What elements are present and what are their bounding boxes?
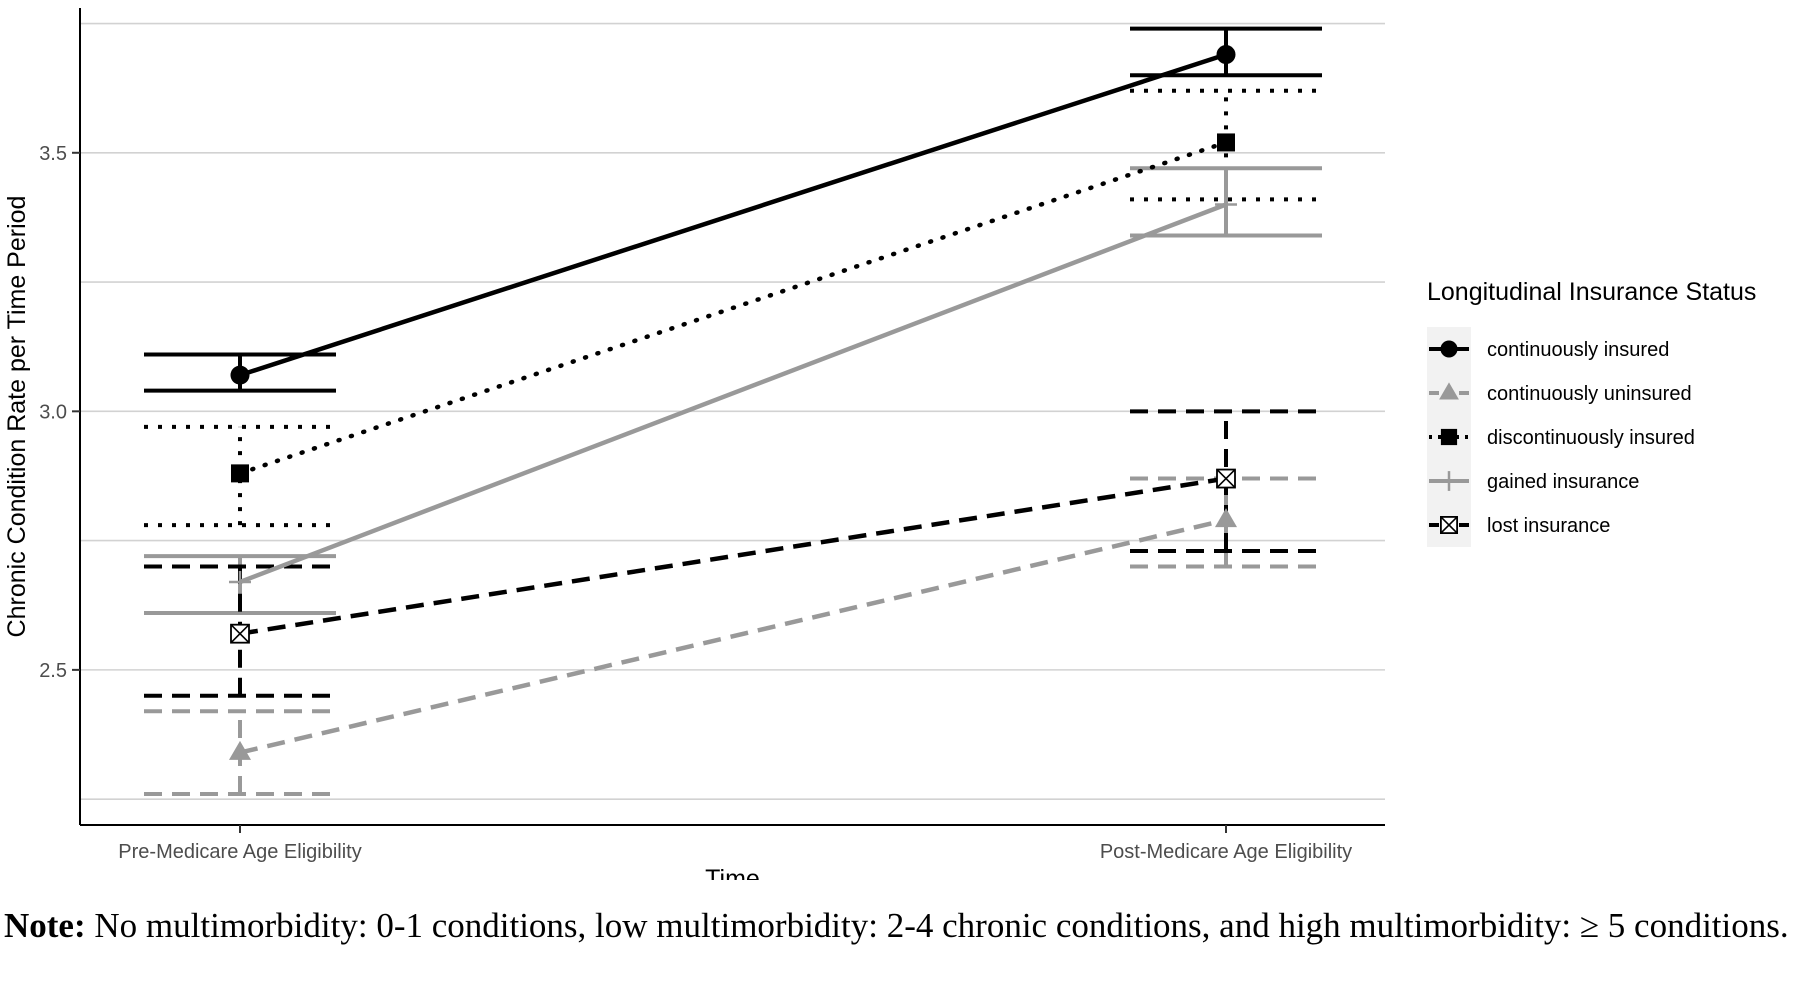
legend-item: lost insurance xyxy=(1427,503,1610,547)
legend-item: gained insurance xyxy=(1427,459,1639,503)
y-tick-label: 3.5 xyxy=(39,143,67,165)
legend-item-label: discontinuously insured xyxy=(1487,427,1695,449)
data-point xyxy=(231,464,249,483)
circle-marker xyxy=(1216,45,1236,65)
data-point xyxy=(1215,193,1237,216)
series-line xyxy=(237,140,1229,476)
data-point xyxy=(228,740,252,760)
series-line xyxy=(239,202,1227,585)
y-tick-label: 2.5 xyxy=(39,660,67,682)
data-point xyxy=(1439,382,1459,400)
chart-svg: 2.5 3.0 3.5 Pre-Medicare Age Eligibility Pos… xyxy=(3,8,1756,880)
square-marker xyxy=(1217,133,1235,152)
data-point xyxy=(229,570,251,593)
series-line xyxy=(239,517,1227,755)
chart: 2.5 3.0 3.5 Pre-Medicare Age Eligibility Pos… xyxy=(3,8,1756,880)
data-point xyxy=(230,365,250,385)
legend-item: continuously uninsured xyxy=(1427,371,1692,415)
marker-layer xyxy=(228,45,1238,760)
series-line-layer xyxy=(237,52,1229,755)
data-point xyxy=(1217,133,1235,152)
note-text: No multimorbidity: 0-1 conditions, low m… xyxy=(94,906,1789,945)
legend-item-label: continuously uninsured xyxy=(1487,383,1692,405)
x-axis-title: Time xyxy=(705,865,760,880)
data-point xyxy=(1440,428,1458,446)
grid-layer xyxy=(80,22,1385,800)
legend-item-label: continuously insured xyxy=(1487,339,1669,361)
x-tick-label: Post-Medicare Age Eligibility xyxy=(1100,841,1352,863)
circle-marker xyxy=(230,365,250,385)
legend-item: discontinuously insured xyxy=(1427,415,1695,459)
boxcross-diag xyxy=(1440,516,1458,534)
square-marker xyxy=(1440,428,1458,446)
figure-note: Note: No multimorbidity: 0-1 conditions,… xyxy=(4,904,1794,948)
triangle-marker xyxy=(1214,508,1238,528)
x-tick-label: Pre-Medicare Age Eligibility xyxy=(118,841,361,863)
note-label: Note: xyxy=(4,906,86,945)
data-point xyxy=(1216,468,1236,489)
data-point xyxy=(1216,45,1236,65)
series-line xyxy=(239,52,1227,378)
square-marker xyxy=(231,464,249,483)
y-axis-title: Chronic Condition Rate per Time Period xyxy=(3,196,31,638)
series-line xyxy=(239,476,1227,636)
data-point xyxy=(230,623,250,644)
data-point xyxy=(1214,508,1238,528)
triangle-marker xyxy=(1439,382,1459,400)
triangle-marker xyxy=(228,740,252,760)
boxcross-diag xyxy=(1216,468,1236,489)
data-point xyxy=(1440,340,1458,358)
legend-item-label: lost insurance xyxy=(1487,515,1610,537)
legend-item: continuously insured xyxy=(1427,327,1669,371)
axis-layer: 2.5 3.0 3.5 Pre-Medicare Age Eligibility Pos… xyxy=(3,8,1385,880)
data-point xyxy=(1440,516,1459,535)
y-tick-label: 3.0 xyxy=(39,401,67,423)
legend-item-label: gained insurance xyxy=(1487,471,1639,493)
boxcross-diag xyxy=(230,624,250,644)
circle-marker xyxy=(1440,340,1458,358)
legend: Longitudinal Insurance Status continuousl… xyxy=(1427,278,1756,547)
data-point xyxy=(1439,471,1459,491)
legend-title: Longitudinal Insurance Status xyxy=(1427,278,1756,306)
